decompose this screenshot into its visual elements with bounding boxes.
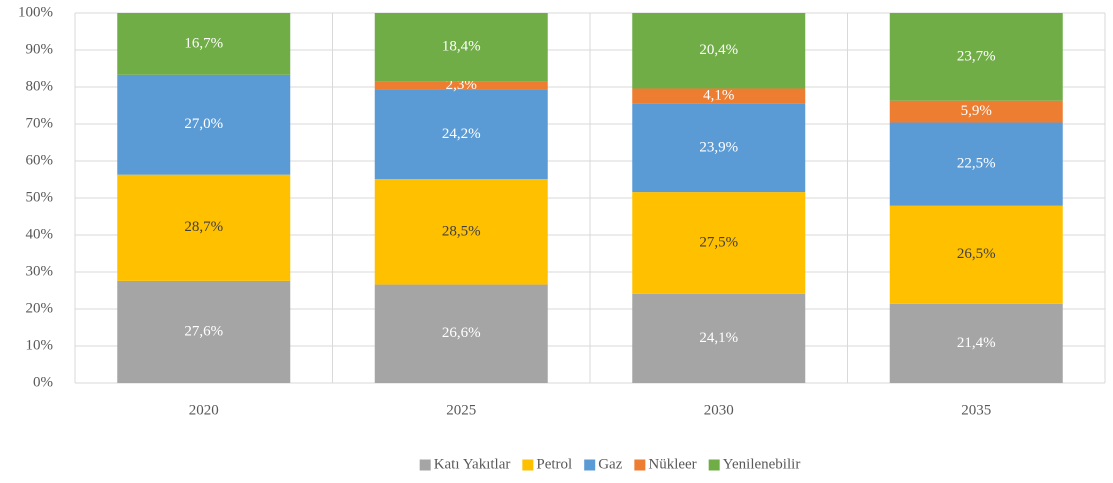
data-label: 23,9% (699, 139, 738, 155)
legend-label: Petrol (536, 456, 572, 472)
bar-segment (374, 284, 548, 383)
x-tick-label: 2020 (189, 402, 219, 418)
data-label: 27,6% (184, 323, 223, 339)
data-label: 18,4% (442, 38, 481, 54)
y-tick-label: 40% (26, 226, 54, 242)
y-tick-label: 50% (26, 189, 54, 205)
legend-swatch (419, 459, 431, 471)
legend-swatch (522, 459, 534, 471)
data-label: 16,7% (184, 35, 223, 51)
bar-segment (374, 179, 548, 285)
legend-swatch (708, 459, 720, 471)
bar-segment (632, 103, 806, 193)
data-label: 22,5% (957, 156, 996, 172)
y-tick-label: 80% (26, 78, 54, 94)
legend-label: Yenilenebilir (723, 456, 801, 472)
bar-segment (117, 174, 291, 281)
y-tick-label: 100% (18, 4, 53, 20)
data-label: 5,9% (961, 103, 992, 119)
bar-segment (374, 81, 548, 90)
bar-segment (632, 88, 806, 104)
y-tick-label: 0% (33, 374, 53, 390)
bar-segment (374, 89, 548, 180)
data-label: 26,6% (442, 325, 481, 341)
bar-segment (632, 192, 806, 294)
legend-label: Nükleer (648, 456, 696, 472)
data-label: 27,0% (184, 116, 223, 132)
bar-segment (117, 74, 291, 175)
bar-segment (632, 13, 806, 89)
legend-swatch (634, 459, 646, 471)
data-label: 28,7% (184, 219, 223, 235)
bar-segment (889, 13, 1063, 101)
x-tick-label: 2035 (961, 402, 991, 418)
bar-segment (889, 303, 1063, 383)
x-tick-label: 2025 (446, 402, 476, 418)
data-label: 28,5% (442, 223, 481, 239)
bar-segment (889, 100, 1063, 123)
data-label: 20,4% (699, 42, 738, 58)
y-tick-label: 30% (26, 263, 54, 279)
bar-segment (632, 293, 806, 383)
bar-segment (117, 280, 291, 383)
data-label: 27,5% (699, 234, 738, 250)
y-tick-label: 60% (26, 152, 54, 168)
data-label: 4,1% (703, 88, 734, 104)
x-tick-label: 2030 (704, 402, 734, 418)
legend-label: Gaz (598, 456, 622, 472)
legend-swatch (584, 459, 596, 471)
bar-segment (117, 13, 291, 75)
data-label: 21,4% (957, 335, 996, 351)
data-label: 23,7% (957, 48, 996, 64)
y-tick-label: 20% (26, 300, 54, 316)
data-label: 24,2% (442, 126, 481, 142)
y-tick-label: 70% (26, 115, 54, 131)
bar-segment (374, 13, 548, 82)
legend-label: Katı Yakıtlar (434, 456, 511, 472)
y-tick-label: 10% (26, 337, 54, 353)
bar-segment (889, 122, 1063, 206)
data-label: 26,5% (957, 246, 996, 262)
data-label: 24,1% (699, 330, 738, 346)
y-tick-label: 90% (26, 41, 54, 57)
bar-segment (889, 205, 1063, 304)
